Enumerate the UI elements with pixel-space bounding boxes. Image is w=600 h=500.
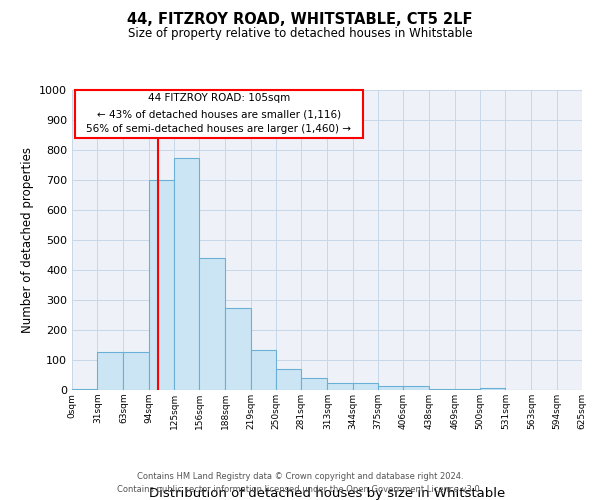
Bar [72, 388, 97, 390]
Bar [430, 388, 455, 390]
FancyBboxPatch shape [74, 90, 362, 138]
Text: Size of property relative to detached houses in Whitstable: Size of property relative to detached ho… [128, 28, 472, 40]
Text: 56% of semi-detached houses are larger (1,460) →: 56% of semi-detached houses are larger (… [86, 124, 351, 134]
Text: Contains HM Land Registry data © Crown copyright and database right 2024.: Contains HM Land Registry data © Crown c… [137, 472, 463, 481]
Text: 44, FITZROY ROAD, WHITSTABLE, CT5 2LF: 44, FITZROY ROAD, WHITSTABLE, CT5 2LF [127, 12, 473, 28]
Y-axis label: Number of detached properties: Number of detached properties [20, 147, 34, 333]
Bar [149, 180, 174, 390]
Bar [174, 158, 199, 390]
Bar [276, 369, 301, 390]
Bar [124, 352, 149, 390]
Bar [403, 386, 430, 390]
Text: Contains public sector information licensed under the Open Government Licence v3: Contains public sector information licen… [118, 485, 482, 494]
Text: ← 43% of detached houses are smaller (1,116): ← 43% of detached houses are smaller (1,… [97, 110, 341, 120]
X-axis label: Distribution of detached houses by size in Whitstable: Distribution of detached houses by size … [149, 488, 505, 500]
Bar [353, 382, 378, 390]
Bar [378, 386, 403, 390]
Bar [455, 388, 480, 390]
Bar [199, 258, 226, 390]
Bar [328, 382, 353, 390]
Bar [301, 378, 328, 390]
Bar [226, 308, 251, 390]
Bar [251, 350, 276, 390]
Bar [97, 352, 124, 390]
Text: 44 FITZROY ROAD: 105sqm: 44 FITZROY ROAD: 105sqm [148, 93, 290, 103]
Bar [480, 388, 505, 390]
